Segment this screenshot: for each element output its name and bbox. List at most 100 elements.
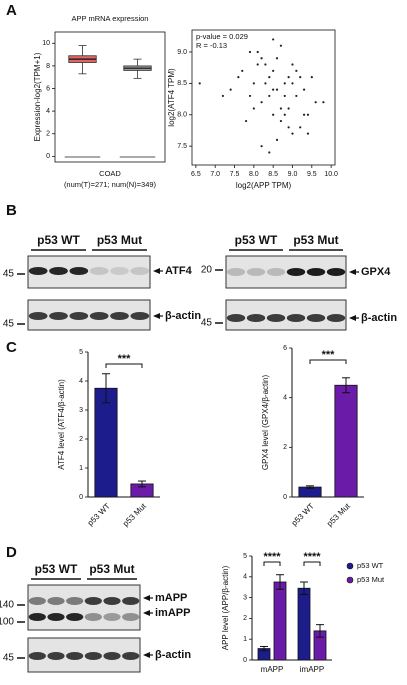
bar	[334, 384, 358, 498]
x-tick-label: 8.5	[268, 171, 278, 178]
band	[28, 613, 46, 621]
significance: ****	[303, 551, 321, 563]
mw-marker: 45	[3, 653, 15, 664]
band	[47, 613, 65, 621]
band	[28, 597, 46, 605]
x-tick-label: 6.5	[191, 171, 201, 178]
y-axis-label: APP level (APP/β-actin)	[221, 565, 230, 650]
band-label: GPX4	[361, 266, 391, 278]
y-tick-label: 6	[46, 85, 50, 92]
arrow	[153, 313, 160, 319]
bar	[273, 581, 287, 661]
point	[279, 44, 282, 47]
significance-bracket	[105, 363, 143, 368]
x-axis-label: log2(APP TPM)	[236, 181, 292, 190]
significance-bracket	[263, 561, 281, 566]
blot-membrane	[27, 584, 141, 631]
mw-marker: 45	[201, 318, 213, 329]
group-header: p53 Mut	[293, 233, 338, 247]
x-tick-label: 9.5	[307, 171, 317, 178]
arrow	[153, 268, 160, 274]
x-tick-label: imAPP	[300, 665, 324, 674]
significance: ***	[322, 349, 336, 361]
plot-frame	[54, 31, 166, 163]
point	[302, 113, 306, 116]
y-tick-label: 1	[243, 636, 247, 643]
x-tick-label: mAPP	[261, 665, 284, 674]
chart-title: APP mRNA expression	[72, 14, 149, 23]
y-tick-label: 4	[79, 378, 83, 385]
x-tick-label: 9.0	[288, 171, 298, 178]
arrow	[143, 610, 150, 616]
band	[110, 312, 129, 320]
legend-swatch	[346, 576, 354, 584]
point	[256, 50, 259, 54]
point	[279, 107, 282, 110]
blot-membrane	[27, 299, 151, 331]
band	[110, 267, 129, 275]
band	[66, 613, 84, 621]
y-tick-label: 2	[79, 436, 83, 443]
band	[306, 314, 326, 322]
legend-label: p53 Mut	[357, 575, 385, 584]
point	[287, 126, 290, 129]
group-header: p53 WT	[235, 233, 278, 247]
point	[272, 38, 275, 41]
band	[266, 268, 286, 276]
plot-frame	[191, 29, 336, 166]
band-label: ATF4	[165, 265, 193, 277]
point	[275, 88, 279, 91]
annotation: R = -0.13	[196, 41, 227, 50]
band	[286, 314, 306, 322]
band-label: β-actin	[361, 312, 397, 324]
bar	[297, 587, 311, 661]
y-tick-label: 6	[283, 345, 287, 352]
band	[326, 314, 346, 322]
y-tick-label: 9.0	[177, 49, 187, 56]
mw-marker: 45	[3, 319, 15, 330]
point	[299, 126, 302, 129]
point	[299, 75, 302, 79]
y-tick-label: 4	[243, 574, 247, 581]
significance-bracket	[309, 359, 347, 364]
point	[306, 132, 310, 135]
blot-membrane	[27, 637, 141, 673]
point	[229, 88, 232, 91]
point	[275, 57, 279, 60]
y-tick-label: 2	[243, 615, 247, 622]
point	[260, 57, 263, 60]
point	[264, 63, 267, 66]
point	[306, 113, 310, 116]
y-tick-label: 8.0	[177, 112, 187, 119]
point	[275, 138, 279, 141]
point	[291, 132, 294, 135]
band	[84, 652, 102, 660]
mw-marker: 100	[0, 617, 14, 628]
point	[241, 69, 244, 72]
band	[122, 613, 140, 621]
band	[122, 597, 140, 605]
group-header: p53 Mut	[89, 562, 134, 576]
band	[226, 314, 246, 322]
y-tick-label: 3	[243, 594, 247, 601]
point	[322, 101, 325, 104]
band	[103, 613, 121, 621]
point	[272, 69, 275, 72]
group-header: p53 WT	[35, 562, 78, 576]
y-tick-label: 5	[79, 349, 83, 356]
arrow	[349, 315, 356, 321]
mw-marker: 45	[3, 269, 15, 280]
band	[28, 312, 48, 320]
point	[256, 63, 259, 66]
point	[279, 119, 282, 123]
band	[326, 268, 346, 276]
band	[84, 613, 102, 621]
panel-label: D	[6, 544, 17, 561]
panel-label: C	[6, 339, 17, 356]
blot-membrane	[27, 255, 151, 289]
y-tick-label: 0	[243, 657, 247, 664]
y-tick-label: 8	[46, 63, 50, 70]
point	[264, 82, 267, 85]
